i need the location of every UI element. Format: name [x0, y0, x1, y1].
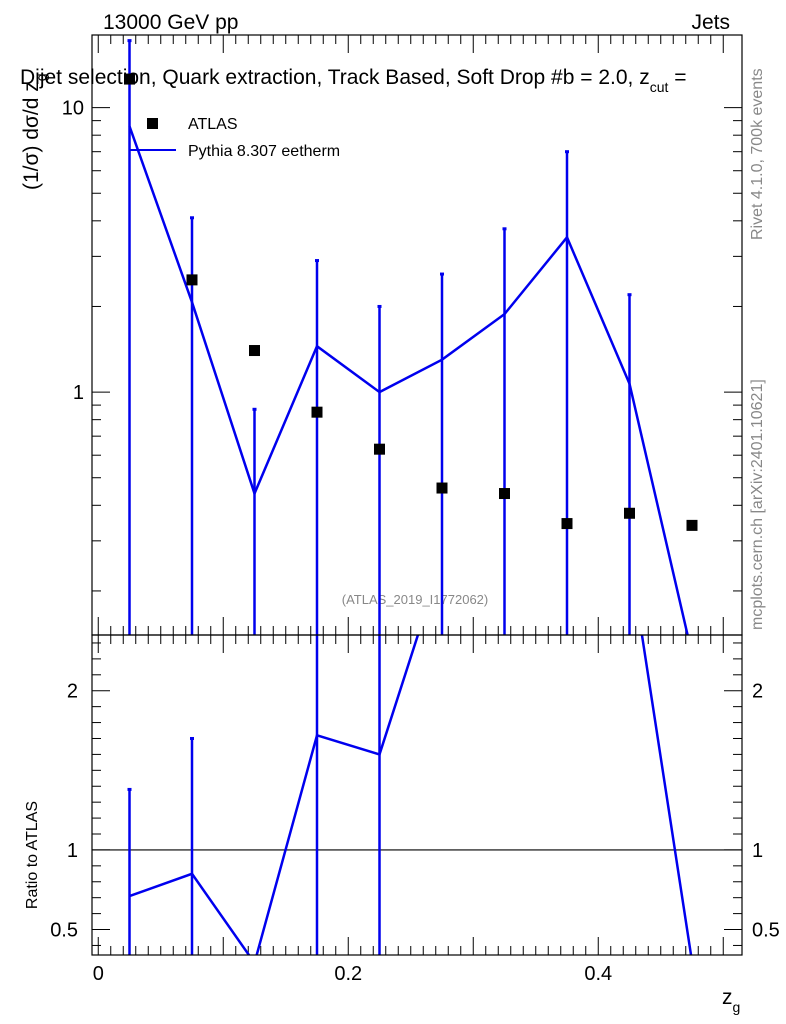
ratio-y-tick-label: 0.5	[50, 920, 78, 942]
atlas-data-point	[249, 345, 260, 357]
x-tick-label: 0.2	[334, 963, 362, 985]
plot-title: Dijet selection, Quark extraction, Track…	[20, 66, 687, 95]
legend-pythia-label: Pythia 8.307 eetherm	[188, 143, 340, 160]
atlas-data-point	[186, 274, 198, 286]
header-energy: 13000 GeV pp	[103, 11, 238, 34]
x-tick-label: 0	[93, 963, 104, 985]
atlas-data-point	[561, 518, 573, 530]
atlas-data-point	[686, 519, 698, 531]
header-process: Jets	[691, 11, 730, 34]
atlas-data-point	[499, 488, 510, 500]
x-tick-label: 0.4	[584, 963, 612, 985]
atlas-data-point	[124, 73, 135, 85]
atlas-data-point	[436, 482, 448, 494]
main-y-tick-label: 10	[62, 98, 84, 120]
mcplots-label: mcplots.cern.ch [arXiv:2401.10621]	[749, 379, 766, 630]
main-y-tick-label: 1	[73, 382, 84, 404]
ratio-y-tick-label-right: 1	[752, 840, 763, 862]
legend-atlas-marker	[147, 118, 158, 129]
ratio-line	[129, 635, 693, 955]
atlas-data-point	[374, 443, 385, 455]
ratio-y-tick-label: 1	[67, 840, 78, 862]
atlas-data-point	[624, 507, 635, 519]
atlas-data-point	[311, 406, 323, 418]
main-y-axis-label: (1/σ) dσ/d zg	[20, 73, 49, 190]
mc-line	[128, 125, 689, 635]
ratio-y-tick-label-right: 0.5	[752, 920, 780, 942]
analysis-watermark: (ATLAS_2019_I1772062)	[342, 592, 488, 607]
ratio-y-tick-label-right: 2	[752, 681, 763, 703]
ratio-y-tick-label: 2	[67, 681, 78, 703]
ratio-plot-frame	[91, 634, 743, 956]
legend-atlas-label: ATLAS	[188, 116, 238, 133]
rivet-version-label: Rivet 4.1.0, 700k events	[749, 68, 766, 240]
x-axis-label: zg	[722, 986, 740, 1015]
ratio-y-axis-label: Ratio to ATLAS	[24, 801, 41, 909]
